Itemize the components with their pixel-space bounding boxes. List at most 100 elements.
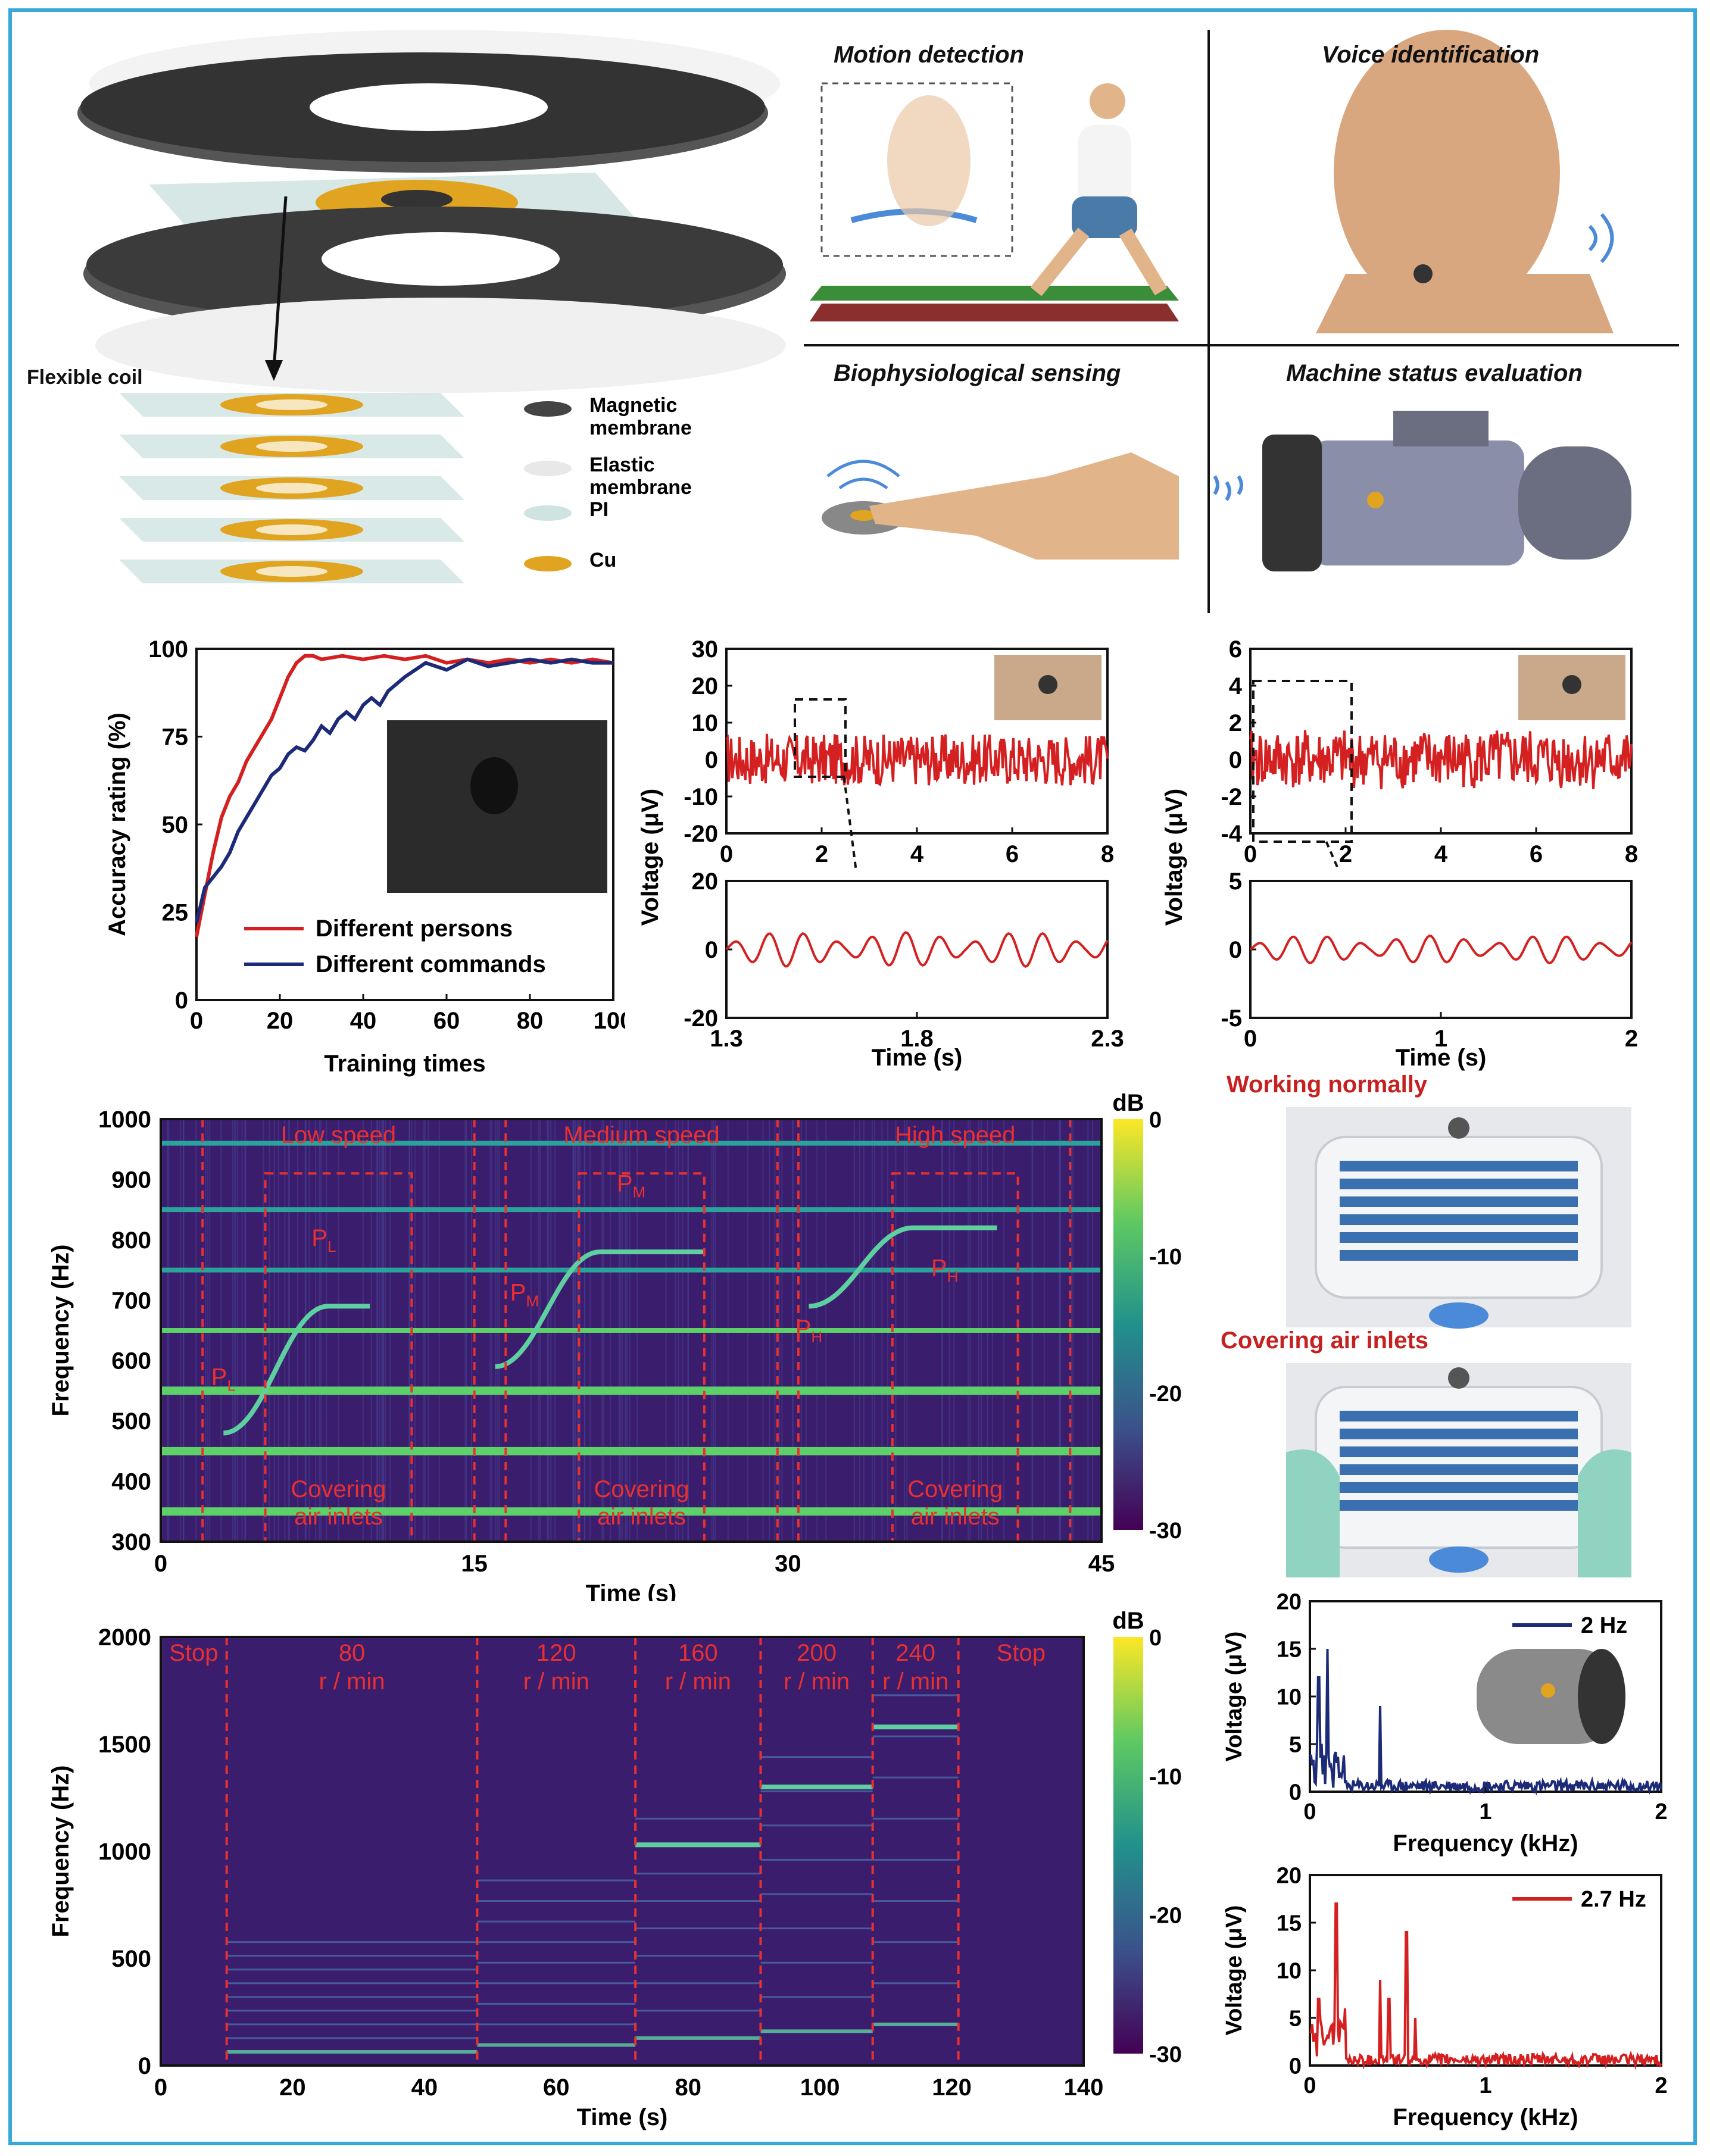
legend-swatch — [524, 556, 572, 571]
colorbar-label: dB — [1112, 1608, 1144, 1634]
title-biophysiological-sensing: Biophysiological sensing — [834, 360, 1121, 386]
section-label: Low speed — [281, 1122, 396, 1148]
fan-knob-covered — [1429, 1546, 1489, 1573]
y-tick-label: 800 — [111, 1227, 151, 1254]
y-tick-label: 1000 — [98, 1839, 151, 1865]
flexible-coil-label: Flexible coil — [27, 366, 143, 389]
peak-subscript: L — [327, 1238, 336, 1255]
section-label: High speed — [895, 1122, 1015, 1148]
legend-swatch — [524, 505, 572, 521]
speed-ramp — [495, 1249, 704, 1369]
colorbar-tick: 0 — [1149, 1108, 1162, 1133]
fan-knob-normal — [1429, 1302, 1489, 1329]
y-tick-label: 20 — [1277, 1589, 1302, 1614]
y-tick-label: -2 — [1221, 784, 1242, 810]
y-tick-label: 20 — [692, 868, 719, 895]
covering-label-line: Covering — [291, 1476, 386, 1502]
y-tick-label: 600 — [111, 1348, 151, 1374]
y-tick-label: 300 — [111, 1529, 151, 1555]
magnetic-hole-bottom — [322, 232, 560, 286]
voltage-trace-bottom — [1249, 934, 1633, 965]
y-axis-label: Voltage (μV) — [637, 789, 663, 926]
peak-subscript: M — [633, 1183, 646, 1201]
y-tick-label: 10 — [692, 710, 719, 736]
y-tick-label: 4 — [1229, 673, 1243, 699]
covering-label-line: air inlets — [911, 1504, 1000, 1530]
x-tick-label: 2.3 — [1091, 1026, 1124, 1052]
voltage-trace-top — [1249, 730, 1633, 789]
exploded-sensor-illustration — [77, 30, 786, 583]
segment-label: 160 r / min — [665, 1640, 731, 1695]
segment-label: 120 r / min — [523, 1640, 589, 1695]
y-tick-label: 1500 — [98, 1732, 151, 1758]
x-tick-label: 1 — [1434, 1026, 1447, 1052]
cu-coil-center — [381, 190, 453, 209]
runner-illustration — [810, 82, 1179, 321]
y-tick-label: 0 — [1289, 1780, 1302, 1805]
peak-subscript: H — [947, 1268, 959, 1286]
legend-label: PI — [589, 498, 609, 521]
voltage-chart-panel-2: 0 2 4 6 8 6 4 2 0 -2 -4 0 1 2 5 0 -5 Time (s) Voltage (μV) — [1149, 631, 1685, 1083]
colorbar-tick: -20 — [1149, 1382, 1182, 1407]
segment-label-line: r / min — [665, 1668, 731, 1695]
y-tick-label: 10 — [1277, 1958, 1302, 1983]
segment-label-line: Stop — [997, 1640, 1046, 1666]
x-tick-label: 0 — [190, 1008, 203, 1034]
segment-label: 240 r / min — [882, 1640, 948, 1695]
covering-air-inlets-label: Covering air inlets — [1221, 1327, 1428, 1354]
x-axis-label: Time (s) — [1396, 1045, 1487, 1071]
motor-spectrogram-panel: Stop 80 r / min 120 r / min 160 r / min 200 r / … — [36, 1607, 1227, 2143]
x-tick-label: 2 — [1625, 1026, 1638, 1052]
voltage-trace-top — [725, 733, 1109, 787]
covering-label-line: Covering — [907, 1476, 1003, 1502]
x-tick-label: 4 — [910, 841, 924, 867]
x-tick-label: 120 — [932, 2074, 972, 2101]
segment-label-line: Stop — [169, 1640, 218, 1666]
y-tick-label: 900 — [111, 1167, 151, 1193]
x-tick-label: 0 — [154, 1551, 167, 1577]
y-tick-label: 500 — [111, 1946, 151, 1972]
x-tick-label: 30 — [775, 1551, 801, 1577]
title-voice-identification: Voice identification — [1322, 42, 1540, 68]
y-tick-label: 2000 — [98, 1624, 151, 1651]
segment-label-line: r / min — [523, 1668, 589, 1695]
title-motion-detection: Motion detection — [834, 42, 1024, 68]
y-axis-label: Accuracy rating (%) — [104, 713, 130, 936]
colorbar — [1113, 1119, 1143, 1530]
x-tick-label: 0 — [154, 2074, 167, 2101]
colorbar — [1113, 1637, 1143, 2054]
y-tick-label: 0 — [1289, 2054, 1302, 2079]
speed-ramp — [809, 1225, 997, 1309]
y-tick-label: -20 — [684, 821, 718, 847]
x-tick-label: 2 — [1655, 1799, 1667, 1824]
x-tick-label: 8 — [1625, 841, 1638, 867]
segment-label: 80 r / min — [319, 1640, 385, 1695]
exploded-sensor-panel: Flexible coil Magnetic membrane Elastic m… — [24, 24, 786, 625]
y-tick-label: 400 — [111, 1469, 151, 1495]
inset-sensor — [1038, 675, 1057, 694]
x-tick-label: 80 — [517, 1008, 544, 1034]
colorbar-tick: -10 — [1149, 1245, 1182, 1270]
fft-chart-panel-1: 0 1 2 0 5 10 15 20 2 Hz Frequency (kHz) Voltage (μ… — [1215, 1583, 1691, 1857]
elastic-membrane-bottom — [95, 298, 786, 393]
segment-label: 200 r / min — [784, 1640, 850, 1695]
y-tick-label: 25 — [162, 900, 189, 926]
peak-subscript: L — [227, 1376, 235, 1394]
zoom-arrow — [1325, 841, 1340, 870]
figure-frame — [8, 8, 1697, 2145]
x-tick-label: 2 — [815, 841, 828, 867]
x-tick-label: 140 — [1064, 2074, 1104, 2101]
segment-label-line: r / min — [319, 1668, 385, 1695]
fan-spectrogram-panel: Low speed Medium speed High speed Covering a… — [36, 1077, 1227, 1607]
x-tick-label: 40 — [411, 2074, 438, 2101]
y-tick-label: 30 — [692, 636, 719, 663]
glove-left — [1286, 1449, 1340, 1577]
y-tick-label: -10 — [684, 784, 718, 810]
x-tick-label: 8 — [1101, 841, 1114, 867]
y-tick-label: 5 — [1289, 2006, 1302, 2031]
colorbar-tick: -10 — [1149, 1764, 1182, 1789]
colorbar-tick: -30 — [1149, 1518, 1182, 1543]
working-normally-label: Working normally — [1227, 1071, 1428, 1098]
legend-swatch — [524, 461, 572, 476]
y-tick-label: 6 — [1229, 636, 1242, 663]
